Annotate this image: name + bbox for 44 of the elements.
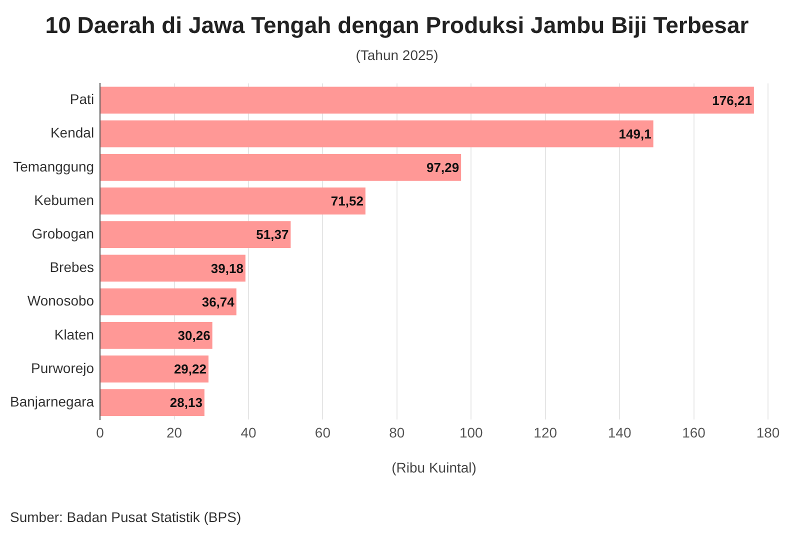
data-label: 97,29 [426, 160, 460, 175]
y-tick-label: Banjarnegara [10, 393, 94, 410]
bar [100, 154, 462, 181]
x-tick-label: 180 [756, 424, 780, 441]
y-tick-label: Grobogan [32, 225, 94, 242]
y-tick-label: Kebumen [34, 192, 94, 208]
data-label: 36,74 [202, 294, 236, 310]
bar [100, 288, 236, 316]
x-tick-label: 20 [166, 424, 182, 441]
y-tick-label: Purworejo [31, 360, 94, 376]
data-label: 149,1 [618, 126, 652, 142]
x-tick-label: 100 [459, 424, 484, 441]
x-tick-label: 0 [96, 424, 104, 441]
bar [100, 188, 366, 214]
bar [100, 322, 212, 349]
bar [100, 254, 246, 282]
data-label: 176,21 [712, 92, 752, 108]
chart-subtitle: (Tahun 2025) [354, 47, 440, 63]
y-tick-label: Klaten [54, 326, 94, 342]
y-tick-label: Wonosobo [27, 292, 94, 309]
text: Sumber: Badan Pusat Statistik (BPS) [10, 509, 242, 525]
bar [100, 120, 654, 148]
bar [100, 356, 208, 382]
y-tick-label: Pati [70, 91, 94, 108]
data-label: 29,22 [174, 362, 206, 377]
x-tick-label: 40 [240, 424, 256, 441]
x-axis-title: (Ribu Kuintal) [392, 459, 476, 476]
bar [100, 86, 754, 114]
data-label: 51,37 [256, 227, 289, 242]
x-tick-label: 140 [608, 424, 632, 441]
data-label: 71,52 [330, 194, 364, 209]
data-label: 30,26 [178, 328, 210, 343]
x-tick-label: 160 [682, 424, 706, 441]
x-tick-label: 80 [389, 424, 405, 441]
chart-title: 10 Daerah di Jawa Tengah dengan Produksi Jambu Biji Terbesar [44, 12, 750, 39]
x-tick-label: 60 [314, 424, 331, 441]
y-tick-label: Brebes [50, 259, 94, 276]
y-tick-label: Temanggung [13, 158, 94, 174]
x-tick-label: 120 [534, 424, 558, 441]
bar [100, 221, 291, 248]
bar [100, 389, 204, 416]
y-tick-label: Kendal [50, 124, 94, 141]
data-label: 39,18 [210, 260, 244, 276]
data-label: 28,13 [170, 395, 202, 410]
